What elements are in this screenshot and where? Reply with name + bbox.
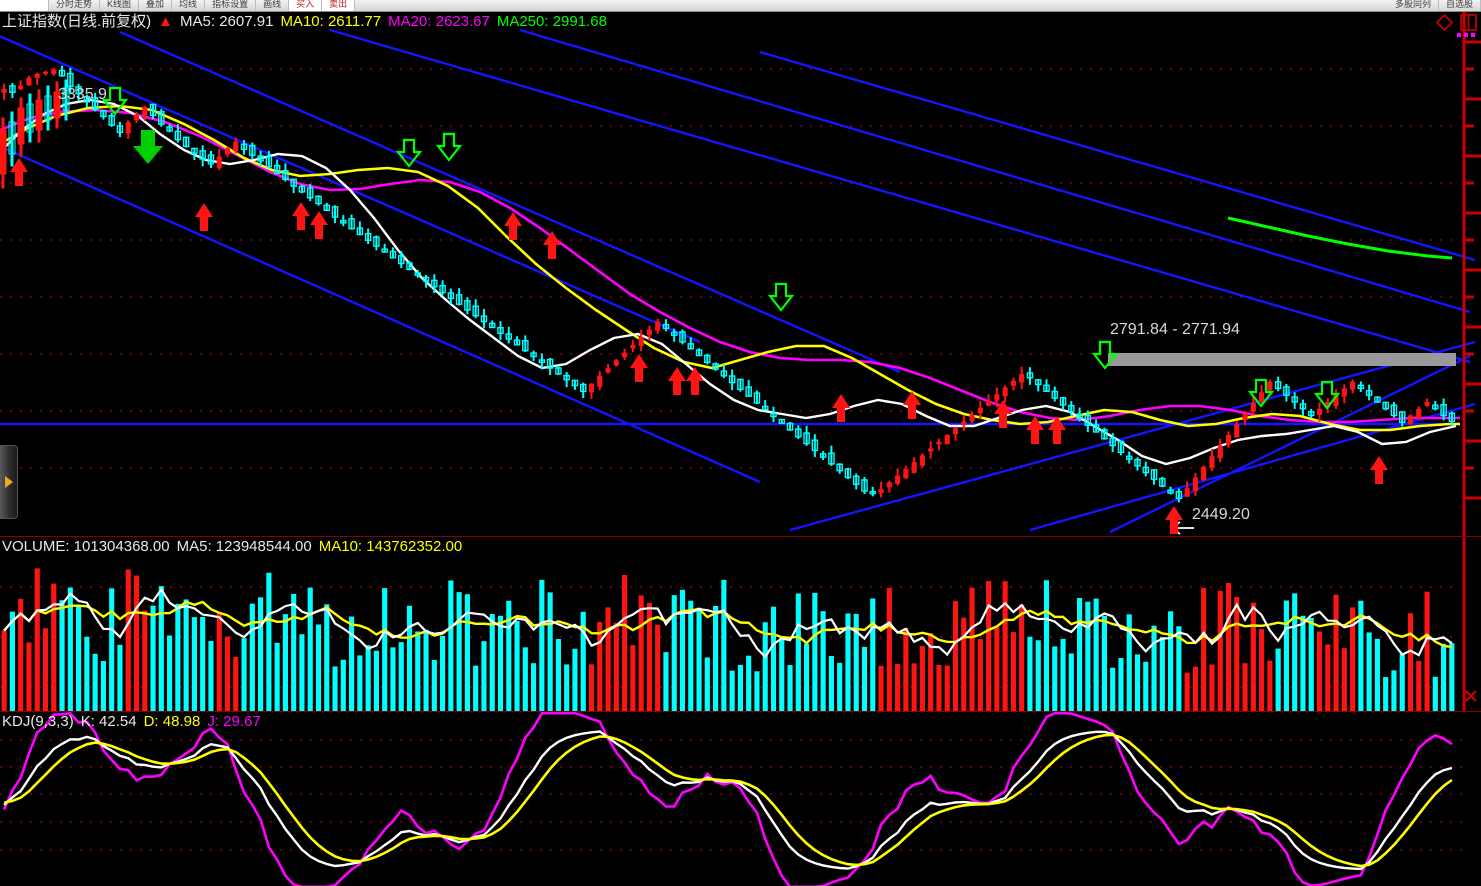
toolbar-item-6[interactable]: 画线 bbox=[256, 0, 290, 11]
kdj-name-label: KDJ(9,3,3) bbox=[2, 713, 74, 730]
toolbar-sell-button[interactable]: 卖出 bbox=[322, 0, 356, 11]
resistance-range-label: 2791.84 - 2771.94 bbox=[1110, 321, 1240, 338]
volume-panel-legend: VOLUME: 101304368.00 MA5: 123948544.00 MA1… bbox=[2, 538, 469, 555]
toolbar-item-4[interactable]: 均线 bbox=[172, 0, 206, 11]
toolbar-item-5[interactable]: 指标设置 bbox=[205, 0, 257, 11]
ma250-legend: MA250: 2991.68 bbox=[496, 13, 607, 30]
dot-3 bbox=[1471, 33, 1475, 37]
ma5-line bbox=[0, 98, 1457, 466]
volume-ma5-line bbox=[3, 587, 1453, 659]
chevron-right-icon bbox=[4, 476, 13, 488]
kdj-panel-legend: KDJ(9,3,3) K: 42.54 D: 48.98 J: 29.67 bbox=[2, 713, 268, 730]
toolbar-item-0[interactable] bbox=[0, 0, 49, 11]
volume-ma10-line bbox=[3, 600, 1453, 649]
kdj-k-label: K: 42.54 bbox=[80, 713, 137, 730]
dot-2 bbox=[1464, 33, 1468, 37]
candlestick-field bbox=[1, 65, 1456, 503]
top-toolbar[interactable]: 分时走势 K线图 叠加 均线 指标设置 画线 买入 卖出 多股同列 自选股 bbox=[0, 0, 1481, 12]
price-chart-svg bbox=[0, 12, 1481, 536]
sell-signal-arrow-filled bbox=[133, 130, 163, 164]
low-price-label: 2449.20 bbox=[1192, 506, 1250, 523]
ma250-line bbox=[1227, 216, 1453, 260]
toolbar-multi-stock[interactable]: 多股同列 bbox=[1388, 0, 1439, 11]
menu-dots-icon[interactable] bbox=[1457, 33, 1475, 37]
high-price-label: 3335.9 bbox=[58, 86, 107, 103]
buy-signal-arrows bbox=[10, 158, 1388, 534]
volume-ma5-label: MA5: 123948544.00 bbox=[176, 538, 312, 555]
volume-name-label: VOLUME: 101304368.00 bbox=[2, 538, 170, 555]
price-panel-legend: 上证指数(日线.前复权) ▲ MA5: 2607.91 MA10: 2611.77 MA… bbox=[2, 13, 614, 30]
panel-separator-2 bbox=[0, 711, 1481, 712]
dot-1 bbox=[1457, 33, 1461, 37]
toolbar-buy-button[interactable]: 买入 bbox=[289, 0, 323, 11]
ma10-line bbox=[0, 104, 1460, 432]
volume-ma10-label: MA10: 143762352.00 bbox=[318, 538, 463, 555]
sell-signal-arrows bbox=[101, 86, 1341, 410]
close-icon[interactable] bbox=[1463, 688, 1479, 704]
price-axis-right bbox=[1462, 12, 1481, 536]
toolbar-item-3[interactable]: 叠加 bbox=[139, 0, 173, 11]
volume-chart-panel[interactable]: VOLUME: 101304368.00 MA5: 123948544.00 MA1… bbox=[0, 537, 1481, 711]
ma5-legend: MA5: 2607.91 bbox=[180, 13, 274, 30]
price-chart-panel[interactable]: 上证指数(日线.前复权) ▲ MA5: 2607.91 MA10: 2611.77 MA… bbox=[0, 12, 1481, 536]
resistance-band bbox=[1108, 353, 1456, 366]
toolbar-item-2[interactable]: K线图 bbox=[100, 0, 140, 11]
candlestick-series bbox=[0, 79, 70, 189]
ma20-line bbox=[0, 108, 1460, 424]
left-drawer-expand-handle[interactable] bbox=[0, 445, 18, 519]
price-panel-title: 上证指数(日线.前复权) bbox=[2, 13, 152, 30]
up-arrow-icon: ▲ bbox=[158, 13, 174, 30]
kdj-d-line bbox=[3, 733, 1453, 868]
diamond-icon[interactable] bbox=[1436, 14, 1453, 31]
toolbar-item-1[interactable]: 分时走势 bbox=[49, 0, 101, 11]
toolbar-watchlist[interactable]: 自选股 bbox=[1439, 0, 1481, 11]
volume-chart-svg bbox=[0, 537, 1481, 711]
split-pane-icon[interactable] bbox=[1460, 14, 1477, 31]
top-right-icon-group[interactable] bbox=[1436, 14, 1477, 31]
kdj-chart-panel[interactable]: KDJ(9,3,3) K: 42.54 D: 48.98 J: 29.67 bbox=[0, 712, 1481, 886]
kdj-chart-svg bbox=[0, 712, 1481, 886]
kdj-j-label: J: 29.67 bbox=[207, 713, 261, 730]
volume-bars bbox=[1, 568, 1455, 711]
kdj-j-line bbox=[2, 712, 1453, 886]
kdj-d-label: D: 48.98 bbox=[143, 713, 201, 730]
panel-separator-1 bbox=[0, 536, 1481, 537]
ma10-legend: MA10: 2611.77 bbox=[280, 13, 382, 30]
ma20-legend: MA20: 2623.67 bbox=[388, 13, 490, 30]
